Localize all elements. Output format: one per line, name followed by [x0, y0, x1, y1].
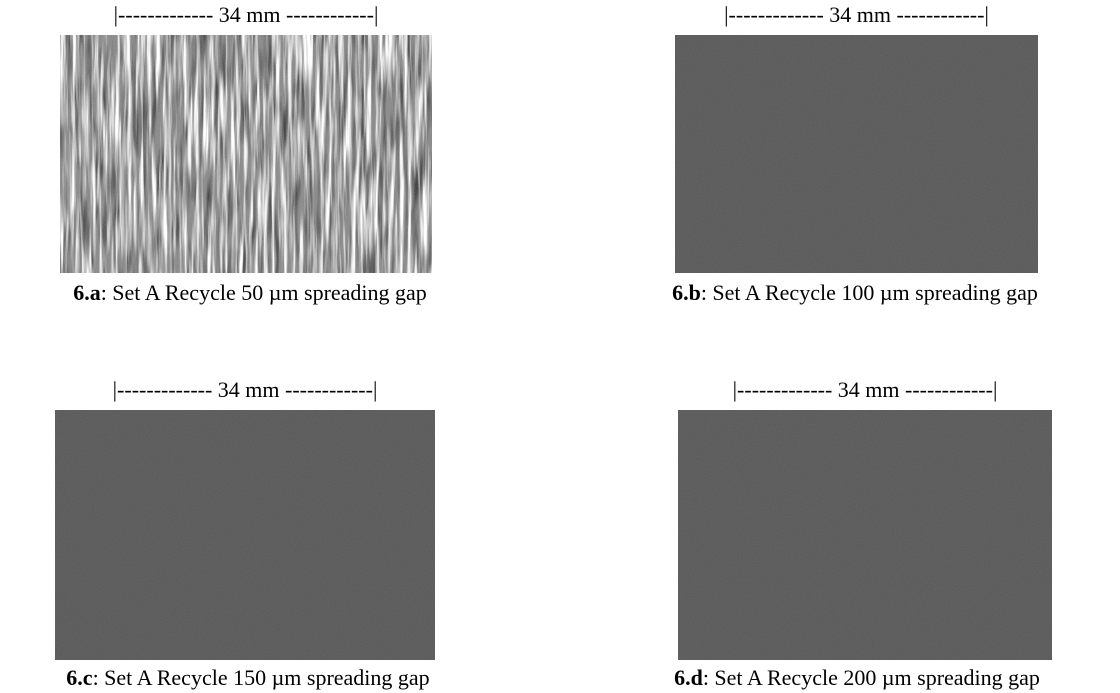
micrograph-grain [60, 35, 432, 273]
caption-text: : Set A Recycle 200 µm spreading gap [703, 665, 1040, 690]
caption-text: : Set A Recycle 100 µm spreading gap [701, 280, 1038, 305]
caption-text: : Set A Recycle 150 µm spreading gap [93, 665, 430, 690]
panel: |------------- 34 mm ------------| 6.c: S… [55, 377, 435, 690]
panel: |------------- 34 mm ------------| 6.d: S… [674, 377, 1052, 690]
caption: 6.a: Set A Recycle 50 µm spreading gap [73, 280, 427, 305]
scale-bar: |------------- 34 mm ------------| [113, 377, 378, 402]
caption: 6.b: Set A Recycle 100 µm spreading gap [672, 280, 1038, 305]
caption-label: 6.c [66, 665, 93, 690]
micrograph-grain [678, 410, 1052, 660]
caption-text: : Set A Recycle 50 µm spreading gap [101, 280, 427, 305]
scale-bar: |------------- 34 mm ------------| [724, 2, 989, 27]
caption-label: 6.a [73, 280, 101, 305]
panel: |------------- 34 mm ------------| 6.a: S… [60, 2, 432, 305]
caption-label: 6.d [674, 665, 703, 690]
caption-label: 6.b [672, 280, 701, 305]
scale-bar: |------------- 34 mm ------------| [733, 377, 998, 402]
scale-bar: |------------- 34 mm ------------| [114, 2, 379, 27]
caption: 6.d: Set A Recycle 200 µm spreading gap [674, 665, 1040, 690]
micrograph-grain [55, 410, 435, 660]
micrograph-grain [675, 35, 1038, 273]
panel: |------------- 34 mm ------------| 6.b: S… [672, 2, 1038, 305]
caption: 6.c: Set A Recycle 150 µm spreading gap [66, 665, 429, 690]
